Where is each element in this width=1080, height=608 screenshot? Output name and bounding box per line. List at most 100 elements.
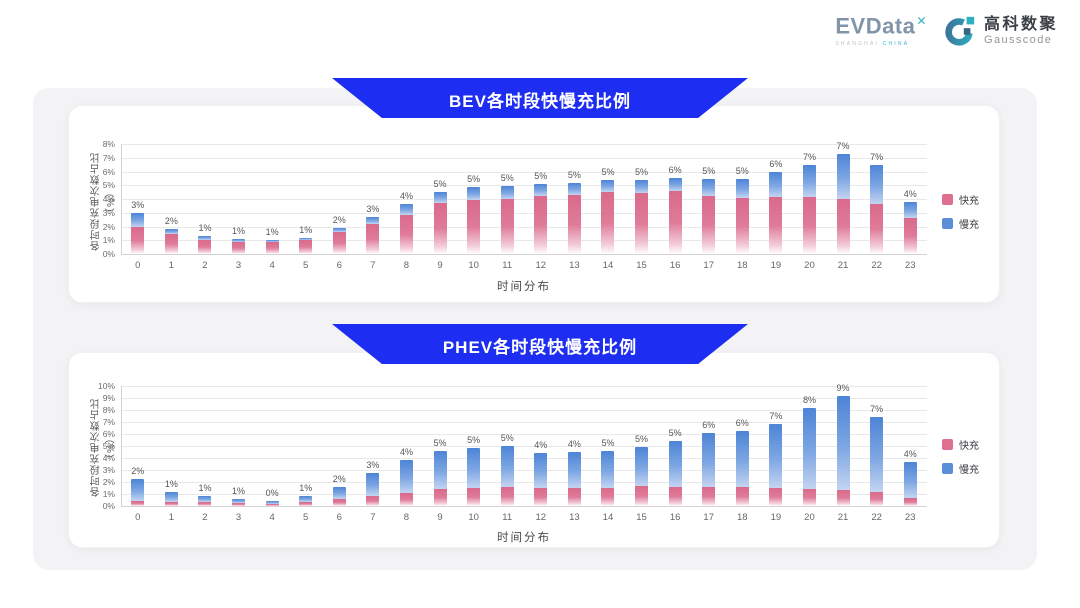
bar-hour-22	[870, 164, 884, 254]
bar-hour-9	[433, 192, 447, 254]
bar-value-label: 1%	[299, 482, 313, 493]
fast-charge-segment	[399, 493, 413, 506]
bar-hour-7	[366, 216, 380, 254]
x-tick-1: 1	[168, 260, 175, 271]
bar-value-label: 2%	[332, 474, 346, 485]
fast-charge-segment	[870, 492, 884, 506]
gridline-3%	[121, 212, 927, 214]
slow-charge-segment	[399, 203, 413, 215]
y-tick-8%: 8%	[102, 139, 115, 149]
x-tick-17: 17	[703, 512, 714, 523]
slow-charge-segment	[903, 461, 917, 498]
fast-charge-segment	[635, 486, 649, 506]
fast-charge-segment	[164, 234, 178, 254]
fast-charge-segment	[769, 487, 783, 506]
bar-hour-13	[567, 183, 581, 254]
x-tick-9: 9	[437, 260, 443, 271]
slow-charge-segment	[131, 213, 145, 228]
bar-hour-21	[836, 396, 850, 506]
x-tick-0: 0	[135, 260, 141, 271]
bar-hour-3	[232, 238, 246, 254]
fast-charge-segment	[198, 240, 212, 254]
bar-value-label: 7%	[802, 151, 816, 162]
bar-value-label: 7%	[870, 403, 884, 414]
bar-hour-23	[903, 461, 917, 506]
slow-charge-segment	[332, 227, 346, 232]
x-tick-19: 19	[770, 512, 782, 523]
bar-hour-13	[567, 452, 581, 506]
gridline-0%	[121, 506, 927, 507]
bar-hour-5	[299, 495, 313, 506]
bar-hour-11	[500, 446, 514, 506]
header-logos: EVData✕ SHANGHAI CHINA 高科数聚 Gausscode	[835, 14, 1058, 48]
x-tick-22: 22	[871, 260, 882, 271]
x-tick-16: 16	[669, 260, 681, 271]
x-tick-2: 2	[202, 260, 208, 271]
slow-charge-segment	[702, 179, 716, 197]
x-tick-13: 13	[569, 260, 580, 271]
bar-value-label: 1%	[232, 225, 246, 236]
bar-value-label: 5%	[601, 437, 615, 448]
bar-hour-2	[198, 496, 212, 506]
fast-charge-segment	[366, 496, 380, 506]
bar-value-label: 5%	[500, 433, 514, 443]
y-tick-8%: 8%	[102, 405, 115, 415]
fast-charge-segment	[131, 500, 145, 506]
fast-charge-label: 快充	[959, 196, 979, 207]
gridline-1%	[121, 240, 927, 242]
x-tick-4: 4	[269, 260, 275, 271]
slow-charge-segment	[802, 164, 816, 197]
y-tick-3%: 3%	[102, 207, 115, 218]
bar-value-label: 5%	[433, 437, 447, 448]
evdata-tagline: SHANGHAI CHINA	[835, 40, 910, 47]
fast-charge-segment	[299, 502, 313, 506]
y-tick-7%: 7%	[102, 417, 115, 427]
x-tick-1: 1	[168, 512, 175, 523]
x-tick-19: 19	[770, 260, 782, 271]
bar-value-label: 1%	[198, 223, 212, 234]
bar-value-label: 1%	[164, 478, 178, 489]
x-tick-21: 21	[837, 512, 849, 523]
y-tick-5%: 5%	[102, 180, 115, 191]
y-tick-9%: 9%	[102, 393, 115, 403]
fast-charge-swatch	[942, 194, 953, 205]
y-tick-0%: 0%	[102, 501, 115, 511]
bar-hour-12	[534, 453, 548, 506]
bev-legend: 快充 慢充	[942, 192, 979, 231]
bar-hour-21	[836, 154, 850, 254]
bar-value-label: 6%	[769, 159, 783, 170]
x-tick-2: 2	[202, 512, 208, 523]
fast-charge-segment	[668, 191, 682, 254]
bev-y-axis-label: 各时段充电次数占比（%）	[91, 152, 117, 252]
fast-charge-segment	[567, 488, 581, 506]
y-tick-0%: 0%	[102, 249, 115, 259]
bar-value-label: 5%	[635, 167, 649, 178]
phev-legend: 快充 慢充	[942, 437, 979, 476]
slow-charge-segment	[601, 450, 615, 488]
fast-charge-segment	[601, 192, 615, 254]
slow-charge-segment	[870, 416, 884, 493]
slow-charge-segment	[836, 154, 850, 199]
slow-charge-segment	[500, 185, 514, 199]
slow-charge-swatch	[942, 463, 953, 474]
slow-charge-label: 慢充	[959, 220, 979, 231]
y-axis-line	[121, 386, 122, 506]
slow-charge-segment	[870, 164, 884, 204]
bar-hour-6	[332, 487, 346, 506]
gausscode-en-name: Gausscode	[983, 34, 1053, 47]
slow-charge-segment	[164, 491, 178, 502]
gridline-4%	[121, 199, 927, 200]
slow-charge-segment	[265, 500, 279, 505]
x-tick-10: 10	[468, 260, 479, 271]
bar-value-label: 4%	[534, 440, 548, 451]
fast-charge-swatch	[942, 439, 953, 450]
bar-value-label: 5%	[500, 172, 514, 183]
x-tick-20: 20	[804, 512, 815, 523]
bar-value-label: 1%	[198, 483, 212, 494]
y-tick-4%: 4%	[102, 453, 115, 463]
bar-value-label: 3%	[131, 200, 145, 211]
bar-value-label: 6%	[735, 418, 749, 428]
fast-charge-segment	[265, 241, 279, 254]
legend-item-fast: 快充	[942, 437, 979, 452]
bar-hour-8	[399, 459, 413, 506]
